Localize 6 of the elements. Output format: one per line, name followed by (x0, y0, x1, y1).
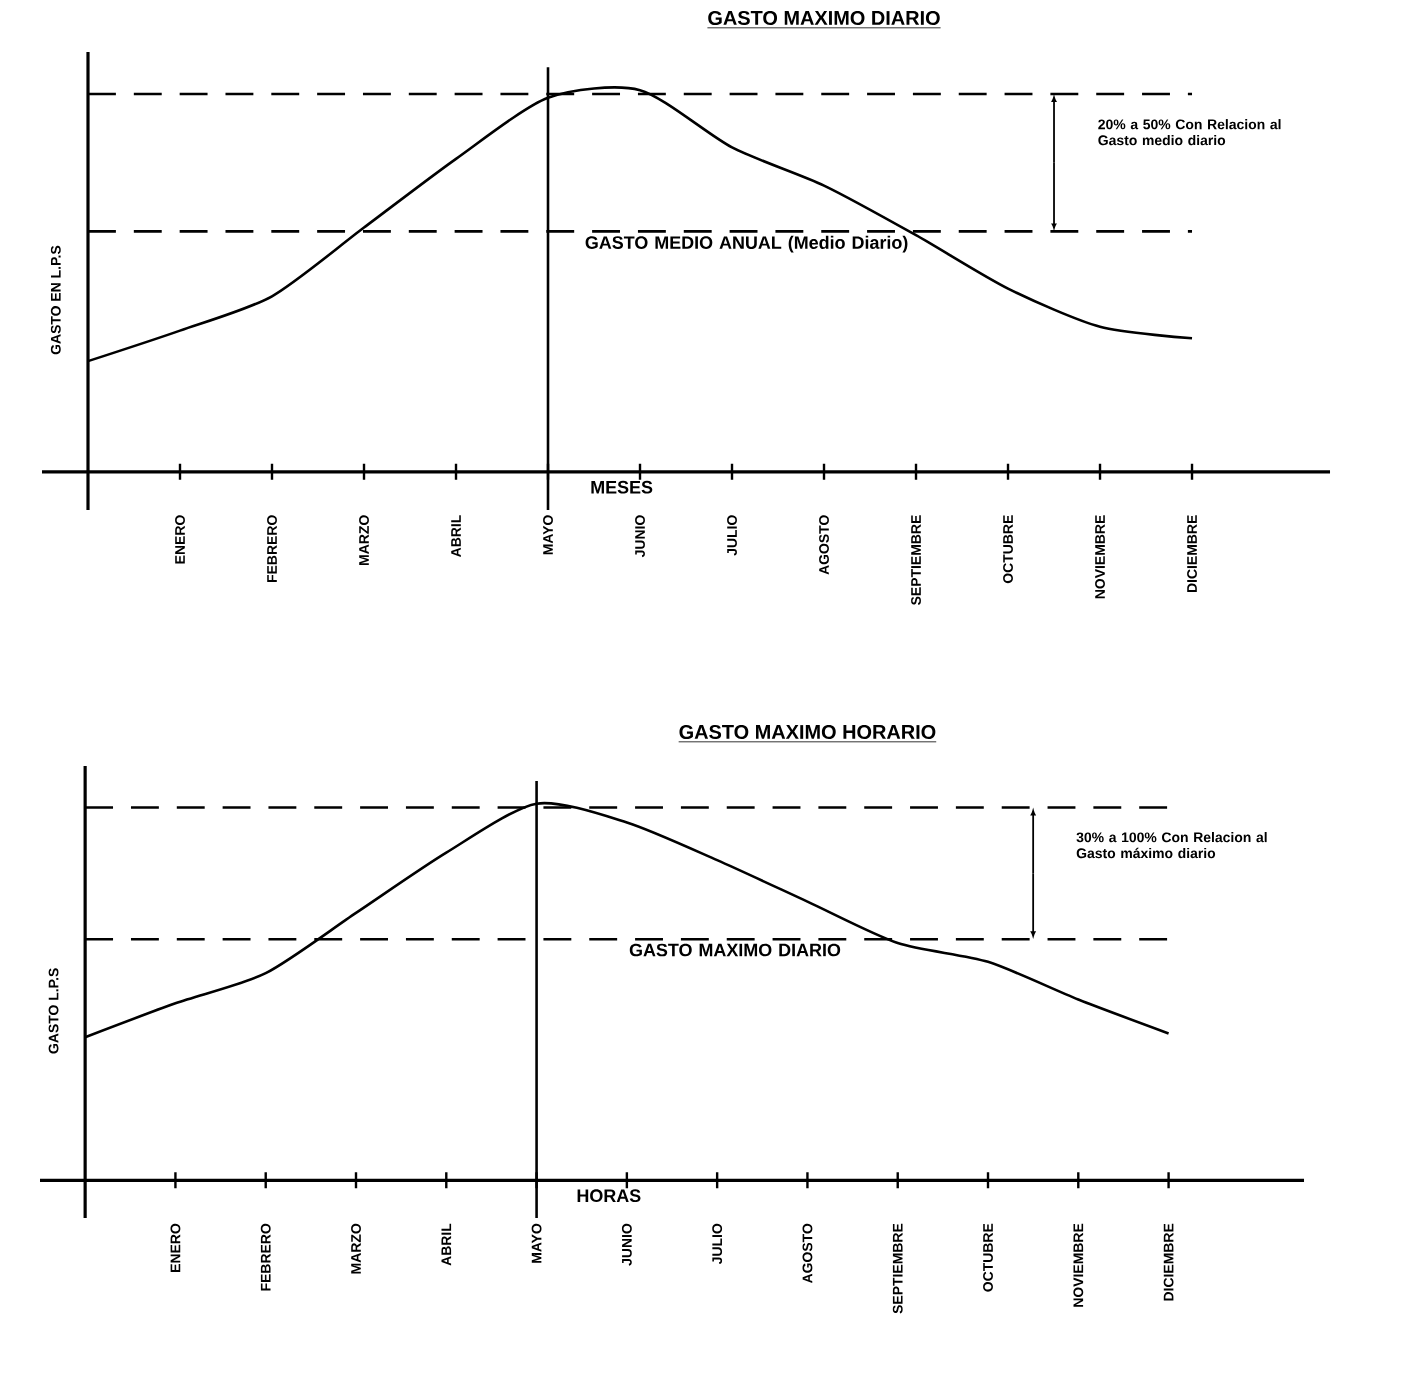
chart-title: GASTO MAXIMO DIARIO (708, 10, 940, 26)
ref-line-label: GASTO MAXIMO DIARIO (629, 943, 841, 957)
x-axis-title: HORAS (577, 1189, 641, 1203)
x-axis-title: MESES (591, 480, 653, 494)
chart-title: GASTO MAXIMO HORARIO (679, 724, 936, 740)
ref-line-label: GASTO MEDIO ANUAL (Medio Diario) (585, 235, 908, 253)
